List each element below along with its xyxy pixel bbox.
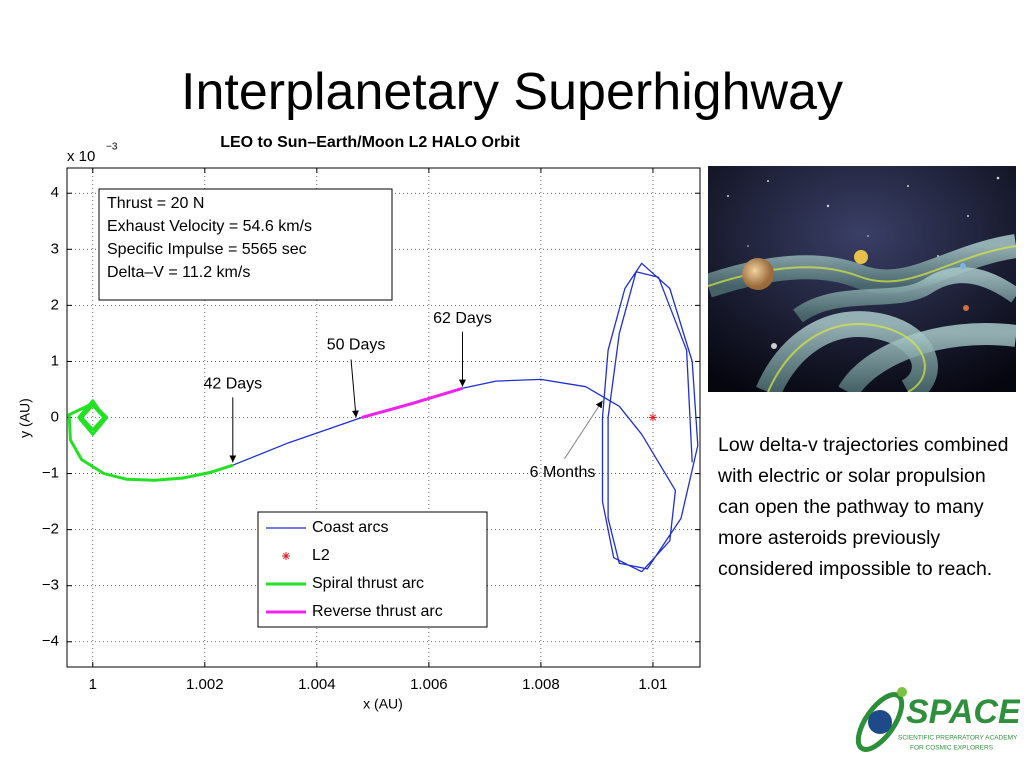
info-line: Exhaust Velocity = 54.6 km/s xyxy=(107,218,312,235)
x-tick-label: 1.004 xyxy=(298,676,336,693)
info-line: Specific Impulse = 5565 sec xyxy=(107,241,307,258)
x-tick-label: 1.008 xyxy=(522,676,560,693)
x-tick-label: 1 xyxy=(89,676,97,693)
trajectory xyxy=(67,399,234,482)
chart-title: LEO to Sun–Earth/Moon L2 HALO Orbit xyxy=(220,134,520,151)
y-tick-label: 4 xyxy=(51,184,59,201)
x-axis-label: x (AU) xyxy=(363,696,403,712)
annotation-arrow xyxy=(350,359,359,418)
annotation-label: 42 Days xyxy=(203,376,262,393)
legend-marker xyxy=(282,552,290,560)
y-scale-exponent: −3 xyxy=(106,142,118,153)
trajectory xyxy=(361,386,463,419)
info-box xyxy=(98,188,393,301)
y-tick-label: −2 xyxy=(42,521,59,538)
slide-title: Interplanetary Superhighway xyxy=(181,63,843,121)
logo-tagline: SCIENTIFIC PREPARATORY ACADEMY xyxy=(898,735,1018,742)
l2-marker xyxy=(648,413,657,422)
y-tick-label: −1 xyxy=(42,465,59,482)
info-line: Thrust = 20 N xyxy=(107,195,204,212)
info-line: Delta–V = 11.2 km/s xyxy=(107,264,250,281)
x-tick-label: 1.01 xyxy=(638,676,667,693)
y-tick-label: −3 xyxy=(42,577,59,594)
annotation-label: 50 Days xyxy=(327,337,386,354)
x-tick-label: 1.006 xyxy=(410,676,448,693)
chart: LEO to Sun–Earth/Moon L2 HALO Orbit x 10… xyxy=(17,134,701,712)
legend-label: L2 xyxy=(312,547,330,564)
y-tick-label: 2 xyxy=(51,296,59,313)
legend-label: Reverse thrust arc xyxy=(312,603,443,620)
annotation-arrow xyxy=(564,400,603,459)
y-tick-label: −4 xyxy=(42,633,59,650)
y-scale-label: x 10 xyxy=(67,148,95,165)
annotation-label: 62 Days xyxy=(433,310,492,327)
y-tick-label: 3 xyxy=(51,240,59,257)
x-tick-label: 1.002 xyxy=(186,676,224,693)
annotation-label: 6 Months xyxy=(530,464,596,481)
legend-label: Coast arcs xyxy=(312,519,388,536)
logo: SPACE SCIENTIFIC PREPARATORY ACADEMY FOR… xyxy=(855,687,1020,752)
plot: 1 1.002 1.004 1.006 1.008 1.01 4 3 2 1 0 −1 −2 −3 −4 42… xyxy=(42,167,701,693)
y-axis-label: y (AU) xyxy=(17,398,33,438)
trajectory xyxy=(232,262,699,573)
space-image xyxy=(708,166,1016,392)
legend xyxy=(257,511,488,628)
logo-tagline: FOR COSMIC EXPLORERS xyxy=(910,745,994,752)
logo-name: SPACE xyxy=(906,693,1020,731)
y-tick-label: 0 xyxy=(51,408,59,425)
plot-frame xyxy=(66,167,701,668)
y-tick-label: 1 xyxy=(51,352,59,369)
legend-label: Spiral thrust arc xyxy=(312,575,424,592)
body-text: Low delta-v trajectories combined with e… xyxy=(718,434,1009,580)
